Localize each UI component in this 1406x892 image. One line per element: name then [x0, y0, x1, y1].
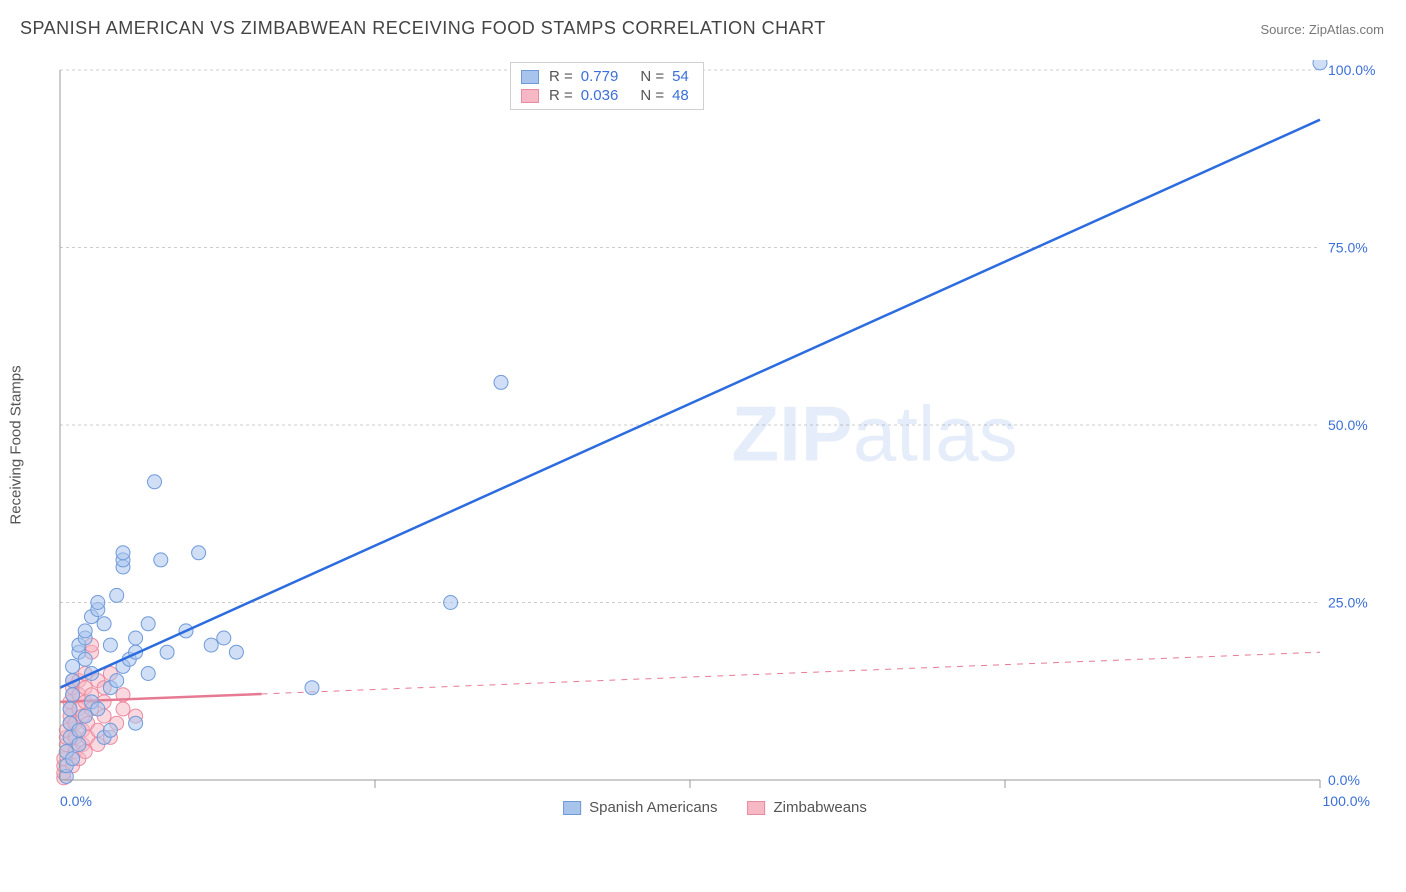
chart-title: SPANISH AMERICAN VS ZIMBABWEAN RECEIVING… — [20, 18, 826, 39]
scatter-plot: ZIPatlas 0.0% 25.0% 50.0% 75.0% 100.0% 0.0% 100… — [50, 60, 1380, 830]
legend-label-1: Spanish Americans — [589, 799, 717, 816]
scatter-point — [129, 631, 143, 645]
scatter-point — [116, 546, 130, 560]
scatter-point — [192, 546, 206, 560]
scatter-point — [148, 475, 162, 489]
scatter-point — [305, 681, 319, 695]
swatch-bottom-2 — [748, 801, 766, 815]
legend-item-1: Spanish Americans — [563, 799, 717, 816]
scatter-point — [141, 617, 155, 631]
legend-n-value-1: 54 — [672, 68, 689, 85]
scatter-point — [110, 588, 124, 602]
scatter-point — [116, 702, 130, 716]
ytick-label: 100.0% — [1328, 62, 1375, 78]
swatch-series-1 — [521, 70, 539, 84]
scatter-point — [78, 624, 92, 638]
scatter-point — [103, 723, 117, 737]
ytick-label: 50.0% — [1328, 417, 1368, 433]
swatch-series-2 — [521, 89, 539, 103]
scatter-point — [110, 674, 124, 688]
scatter-point — [91, 702, 105, 716]
scatter-point — [160, 645, 174, 659]
scatter-point — [63, 702, 77, 716]
scatter-point — [97, 617, 111, 631]
source-attribution: Source: ZipAtlas.com — [1260, 22, 1384, 37]
legend-row-series-2: R = 0.036 N = 48 — [521, 86, 689, 105]
ytick-label: 75.0% — [1328, 240, 1368, 256]
scatter-point — [154, 553, 168, 567]
legend-label-n: N = — [640, 87, 664, 104]
scatter-point — [494, 375, 508, 389]
scatter-point — [229, 645, 243, 659]
scatter-point — [66, 688, 80, 702]
scatter-point — [66, 659, 80, 673]
scatter-point — [1313, 60, 1327, 70]
scatter-point — [91, 596, 105, 610]
swatch-bottom-1 — [563, 801, 581, 815]
legend-label-n: N = — [640, 68, 664, 85]
scatter-point — [78, 709, 92, 723]
scatter-point — [204, 638, 218, 652]
watermark: ZIPatlas — [732, 389, 1018, 477]
ytick-label: 25.0% — [1328, 595, 1368, 611]
legend-item-2: Zimbabweans — [748, 799, 867, 816]
xtick-label: 0.0% — [60, 793, 92, 809]
trend-line-dashed — [262, 652, 1320, 694]
legend-row-series-1: R = 0.779 N = 54 — [521, 67, 689, 86]
scatter-point — [72, 723, 86, 737]
legend-r-value-1: 0.779 — [581, 68, 619, 85]
scatter-point — [444, 596, 458, 610]
scatter-point — [66, 752, 80, 766]
xtick-label: 100.0% — [1323, 793, 1370, 809]
scatter-point — [141, 667, 155, 681]
legend-label-2: Zimbabweans — [774, 799, 867, 816]
scatter-point — [78, 652, 92, 666]
y-axis-label: Receiving Food Stamps — [8, 365, 25, 524]
legend-r-value-2: 0.036 — [581, 87, 619, 104]
series-legend: Spanish Americans Zimbabweans — [563, 799, 867, 816]
scatter-point — [72, 738, 86, 752]
chart-area: Receiving Food Stamps R = 0.779 N = 54 R… — [50, 60, 1380, 830]
legend-n-value-2: 48 — [672, 87, 689, 104]
scatter-point — [103, 638, 117, 652]
scatter-point — [217, 631, 231, 645]
ytick-label: 0.0% — [1328, 772, 1360, 788]
legend-label-r: R = — [549, 87, 573, 104]
legend-label-r: R = — [549, 68, 573, 85]
scatter-point — [129, 716, 143, 730]
correlation-legend: R = 0.779 N = 54 R = 0.036 N = 48 — [510, 62, 704, 110]
